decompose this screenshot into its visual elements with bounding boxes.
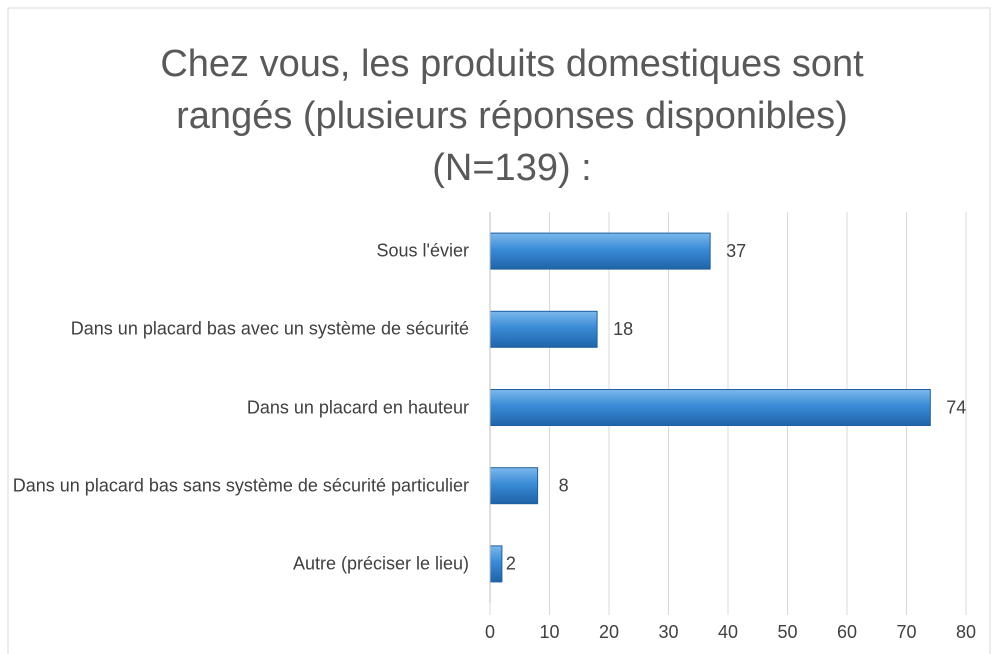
data-label: 2 [506, 554, 516, 574]
x-tick-label: 10 [539, 622, 559, 642]
data-label: 18 [613, 319, 633, 339]
data-label: 74 [946, 397, 966, 417]
data-label: 8 [559, 475, 569, 495]
x-tick-label: 40 [718, 622, 738, 642]
x-tick-label: 0 [485, 622, 495, 642]
y-tick-label: Autre (préciser le lieu) [292, 553, 469, 574]
chart-title: Chez vous, les produits domestiques sont… [160, 43, 864, 189]
x-tick-label: 20 [599, 622, 619, 642]
y-tick-label: Dans un placard bas avec un système de s… [70, 318, 469, 339]
x-tick-label: 70 [896, 622, 916, 642]
x-tick-label: 30 [658, 622, 678, 642]
y-tick-label: Sous l'évier [376, 240, 469, 261]
x-tick-label: 50 [777, 622, 797, 642]
bar [489, 545, 503, 583]
bar [489, 467, 539, 505]
y-tick-label: Dans un placard bas sans système de sécu… [12, 475, 469, 496]
x-tick-label: 60 [837, 622, 857, 642]
bar [489, 232, 711, 270]
bar [489, 389, 931, 426]
y-tick-label: Dans un placard en hauteur [246, 397, 469, 417]
x-tick-label: 80 [956, 622, 976, 642]
data-label: 37 [726, 241, 746, 261]
bar [489, 310, 598, 348]
frame [7, 7, 991, 654]
